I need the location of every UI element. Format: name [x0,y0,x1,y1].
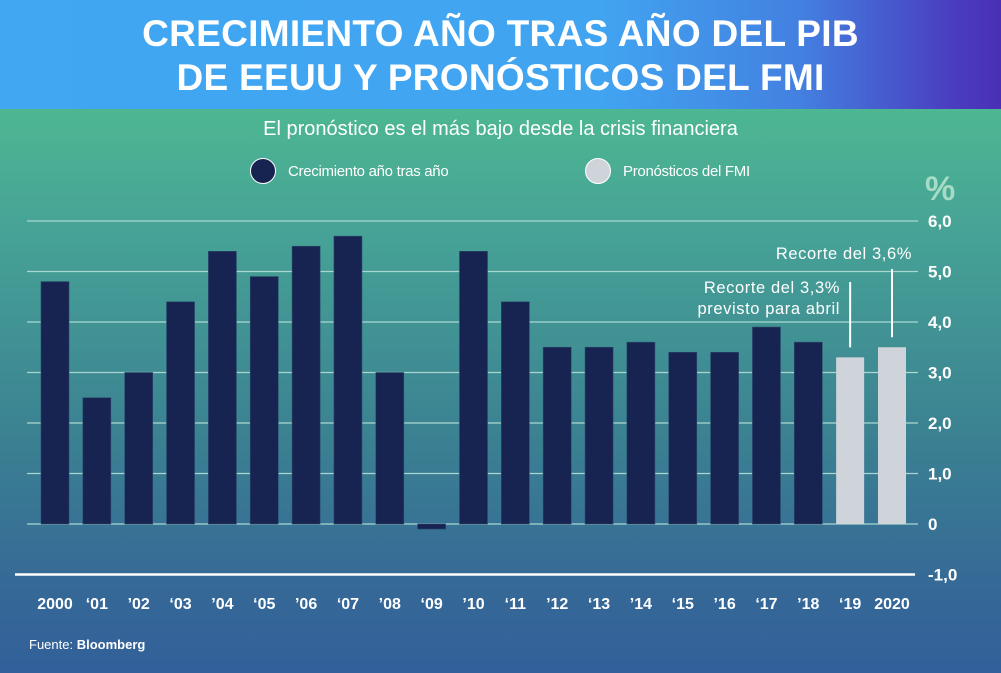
annotation: Recorte del 3,3% previsto para abril [697,279,852,348]
bar-actual [40,281,70,525]
x-tick-label: ’08 [379,596,401,613]
x-tick-label: ‘01 [86,596,108,613]
x-tick-label: 2000 [37,596,73,613]
x-tick-label: ‘17 [755,596,777,613]
annotations: Recorte del 3,3%previsto para abrilRecor… [697,245,912,348]
x-tick-label: ’12 [546,596,568,613]
bar-actual [375,372,405,525]
bar-actual [417,523,446,530]
legend-item-actual: Crecimiento año tras año [250,156,449,186]
legend-label-forecast: Pronósticos del FMI [623,162,750,180]
y-tick-label: -1,0 [928,566,957,585]
annotation: Recorte del 3,6% [776,245,912,338]
bar-actual [501,301,530,525]
y-tick-label: 5,0 [928,263,952,282]
source-name: Bloomberg [76,637,146,652]
bar-actual [752,326,781,525]
x-tick-label: 2020 [874,596,910,613]
x-axis: 2000 ‘01 ’02 ‘03 ’04 ‘05 ’06 ‘07 ’08 ‘09 ’10 ‘11 ’12… [37,596,910,613]
chart-subtitle: El pronóstico es el más bajo desde la cr… [263,118,738,140]
x-tick-label: ’16 [713,596,735,613]
y-axis: 6,0 5,0 4,0 3,0 2,0 1,0 0 -1,0% [925,170,957,585]
source-label: Fuente: [29,637,74,652]
y-unit-label: % [925,170,955,208]
x-tick-label: ‘03 [169,596,191,613]
bar-actual [82,397,112,525]
bar-actual [793,341,823,525]
bar-actual [249,276,279,525]
x-tick-label: ’18 [797,596,819,613]
legend-label-actual: Crecimiento año tras año [288,162,449,180]
bar-actual [668,351,698,525]
source-note: Fuente: Bloomberg [29,637,145,652]
legend-swatch-actual [250,158,276,184]
x-tick-label: ‘11 [505,596,526,613]
x-tick-label: ’02 [128,596,150,613]
x-tick-label: ‘05 [253,596,275,613]
y-tick-label: 3,0 [928,364,952,383]
title-line-1: CRECIMIENTO AÑO TRAS AÑO DEL PIB [142,13,859,54]
y-tick-label: 6,0 [928,212,952,231]
bar-actual [542,346,572,525]
bar-actual [626,341,656,525]
x-tick-label: ‘09 [421,596,443,613]
bar-actual [208,251,237,525]
y-tick-label: 1,0 [928,465,952,484]
bar-forecast [836,357,865,524]
bar-actual [124,372,153,525]
bar-actual [584,346,614,525]
x-tick-label: ’14 [630,596,652,613]
bar-actual [166,301,195,525]
y-tick-label: 2,0 [928,414,952,433]
annotation-text: Recorte del 3,3% [704,279,840,297]
bar-actual [710,351,739,525]
x-tick-label: ‘07 [337,596,359,613]
x-tick-label: ‘19 [839,596,861,613]
annotation-text: Recorte del 3,6% [776,245,912,263]
bar-actual [459,251,488,525]
title-line-2: DE EEUU Y PRONÓSTICOS DEL FMI [176,57,825,98]
x-tick-label: ‘15 [672,596,694,613]
bars [40,235,906,530]
bar-actual [291,245,321,525]
y-tick-label: 4,0 [928,313,952,332]
x-tick-label: ‘13 [588,596,610,613]
bar-forecast [878,347,906,524]
bar-actual [333,235,363,525]
x-tick-label: ’10 [462,596,484,613]
chart-title: CRECIMIENTO AÑO TRAS AÑO DEL PIB DE EEUU… [0,12,1001,100]
legend-swatch-forecast [585,158,611,184]
x-tick-label: ’06 [295,596,317,613]
y-tick-label: 0 [928,515,937,534]
header-banner: CRECIMIENTO AÑO TRAS AÑO DEL PIB DE EEUU… [0,0,1001,109]
x-tick-label: ’04 [211,596,233,613]
legend-item-forecast: Pronósticos del FMI [585,156,750,186]
annotation-text: previsto para abril [697,300,840,318]
